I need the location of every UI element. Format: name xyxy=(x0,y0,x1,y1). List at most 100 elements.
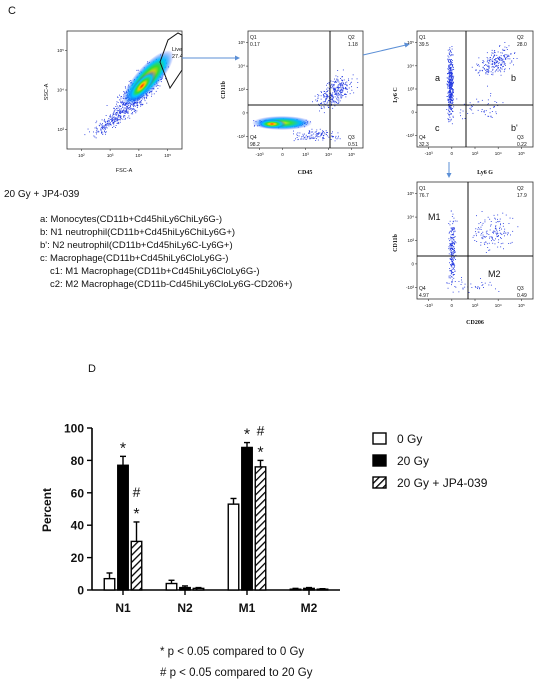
event-dot xyxy=(502,212,504,214)
event-dot xyxy=(337,132,339,134)
event-dot xyxy=(113,123,115,125)
event-dot xyxy=(321,102,323,104)
event-dot xyxy=(448,119,449,121)
event-dot xyxy=(449,85,451,87)
event-dot xyxy=(448,121,450,123)
event-dot xyxy=(326,135,328,137)
y-tick-label: 0 xyxy=(411,110,414,115)
event-dot xyxy=(478,223,480,225)
event-dot xyxy=(454,241,456,243)
event-dot xyxy=(485,73,487,75)
x-tick-label: -10³ xyxy=(425,303,434,308)
event-dot xyxy=(332,94,333,96)
event-dot xyxy=(488,242,490,244)
event-dot xyxy=(351,89,353,91)
event-dot xyxy=(333,91,335,93)
event-dot xyxy=(301,138,303,140)
event-dot xyxy=(97,128,98,130)
event-dot xyxy=(121,96,122,97)
event-dot xyxy=(103,125,105,127)
event-dot xyxy=(451,271,452,273)
event-dot xyxy=(119,119,121,121)
event-dot xyxy=(309,138,311,140)
event-dot xyxy=(449,51,451,53)
event-dot xyxy=(155,90,157,92)
event-dot xyxy=(131,108,133,110)
event-dot xyxy=(110,124,112,126)
event-dot xyxy=(323,95,325,97)
event-dot xyxy=(462,288,464,290)
event-dot xyxy=(477,288,478,289)
event-dot xyxy=(483,111,485,113)
event-dot xyxy=(504,63,506,65)
event-dot xyxy=(485,241,487,243)
event-dot xyxy=(123,109,125,111)
event-dot xyxy=(308,132,309,134)
event-dot xyxy=(120,108,122,109)
event-dot xyxy=(480,222,482,223)
event-dot xyxy=(504,46,506,48)
event-dot xyxy=(108,124,110,126)
event-dot xyxy=(451,279,453,281)
q1-tag: Q1 xyxy=(250,35,257,41)
event-dot xyxy=(451,48,453,50)
event-dot xyxy=(451,95,453,97)
event-dot xyxy=(106,105,108,106)
event-dot xyxy=(298,135,300,137)
event-dot xyxy=(151,95,152,97)
event-dot xyxy=(93,135,95,137)
event-dot xyxy=(495,225,497,227)
event-dot xyxy=(113,120,115,121)
event-dot xyxy=(103,120,105,122)
event-dot xyxy=(345,82,346,84)
event-dot xyxy=(95,137,97,139)
event-dot xyxy=(322,101,324,103)
event-dot xyxy=(514,53,515,54)
event-dot xyxy=(450,273,452,275)
event-dot xyxy=(453,228,455,230)
event-dot xyxy=(316,129,318,131)
event-dot xyxy=(120,110,122,112)
event-dot xyxy=(450,85,452,87)
event-dot xyxy=(309,131,311,133)
event-dot xyxy=(449,50,451,52)
event-dot xyxy=(498,58,500,60)
event-dot xyxy=(113,125,115,127)
event-dot xyxy=(336,93,338,95)
event-dot xyxy=(452,82,454,84)
event-dot xyxy=(453,242,454,244)
event-dot xyxy=(450,87,451,89)
event-dot xyxy=(453,274,454,275)
event-dot xyxy=(448,64,450,66)
event-dot xyxy=(448,81,450,83)
event-dot xyxy=(498,58,500,59)
event-dot xyxy=(122,106,124,108)
event-dot xyxy=(448,73,450,74)
event-dot xyxy=(338,84,340,85)
event-dot xyxy=(450,227,452,229)
event-dot xyxy=(493,67,495,68)
event-dot xyxy=(481,237,483,238)
x-tick-label: 10⁵ xyxy=(518,151,525,156)
event-dot xyxy=(122,111,124,112)
event-dot xyxy=(482,60,484,61)
bar-m1-2 xyxy=(254,466,267,591)
event-dot xyxy=(448,100,450,102)
live-gate xyxy=(159,32,183,90)
event-dot xyxy=(456,220,458,222)
event-dot xyxy=(109,116,111,118)
event-dot xyxy=(488,67,489,69)
event-dot xyxy=(509,62,511,64)
event-dot xyxy=(500,67,502,68)
event-dot xyxy=(489,108,491,110)
event-dot xyxy=(450,61,451,63)
event-dot xyxy=(451,100,453,101)
event-dot xyxy=(511,60,513,62)
event-dot xyxy=(105,115,107,116)
event-dot xyxy=(451,262,453,264)
event-dot xyxy=(488,62,489,64)
event-dot xyxy=(133,108,135,110)
event-dot xyxy=(493,63,495,64)
y-tick-label: 100 xyxy=(64,422,84,436)
